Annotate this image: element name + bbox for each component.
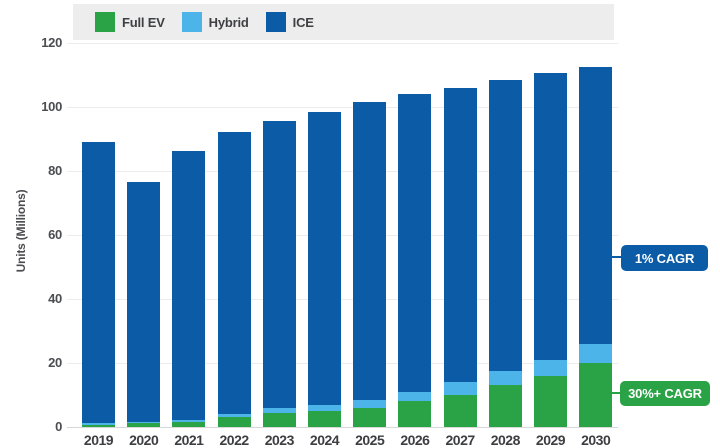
legend-item: Hybrid [181,12,249,32]
bar-segment-full-ev [127,423,161,427]
y-tick-label: 0 [55,419,62,434]
legend-swatch-hybrid [181,12,202,32]
y-tick-label: 80 [48,163,62,178]
bar-segment-full-ev [217,417,251,427]
x-tick-label: 2022 [219,432,250,448]
legend-item: ICE [265,12,314,32]
x-tick-label: 2027 [445,432,476,448]
ev-cagr-callout: 30%+ CAGR [620,381,710,406]
x-tick-label: 2023 [264,432,295,448]
x-tick-label: 2030 [581,432,611,448]
x-tick-label: 2021 [174,432,204,448]
bar-segment-ice [127,181,161,422]
x-tick-label: 2024 [309,432,340,448]
x-tick-label: 2025 [355,432,385,448]
bar-segment-full-ev [398,401,432,427]
legend-item-label: ICE [292,14,314,30]
x-tick-label: 2029 [535,432,566,448]
bar-segment-ice [308,111,341,405]
bar-segment-full-ev [82,424,115,427]
bar-segment-ice [443,87,477,383]
bar-segment-hybrid [579,343,613,363]
bar-segment-ice [353,102,387,400]
ice-cagr-label: 1% CAGR [634,250,695,266]
bar-segment-hybrid [353,399,387,408]
ice-cagr-callout: 1% CAGR [621,245,708,271]
bar-segment-hybrid [82,423,115,425]
bar-segment-hybrid [308,404,341,411]
bar-segment-hybrid [262,407,296,413]
legend-swatch-ice [265,12,286,32]
y-tick-label: 100 [41,99,62,114]
bar-segment-hybrid [534,359,567,376]
legend-swatch-full-ev [95,12,115,32]
bar-segment-ice [217,131,251,414]
bar-segment-hybrid [127,421,161,424]
bar-segment-full-ev [488,385,522,427]
bar-segment-full-ev [443,395,477,427]
gridline-120 [67,43,618,44]
gridline-100 [67,107,618,108]
bar-segment-full-ev [534,375,567,427]
bar-segment-ice [579,67,613,344]
ice-cagr-connector [612,256,622,258]
bar-segment-hybrid [172,420,206,423]
gridline-20 [67,363,618,364]
bar-segment-full-ev [579,363,613,427]
bar-segment-full-ev [262,412,296,427]
x-tick-label: 2020 [129,432,159,448]
x-tick-label: 2019 [83,432,114,448]
bar-segment-ice [172,151,206,421]
x-tick-label: 2026 [400,432,430,448]
legend-item-label: Full EV [122,14,165,30]
legend-item-label: Hybrid [208,14,249,30]
legend-item: Full EV [95,12,165,32]
bar-segment-ice [82,141,115,424]
bar-segment-ice [534,73,567,360]
bar-segment-hybrid [443,382,477,395]
ev-cagr-connector [609,392,620,394]
bar-segment-ice [398,94,432,392]
y-tick-label: 20 [48,355,62,370]
y-tick-label: 40 [48,291,62,306]
x-tick-label: 2028 [490,432,521,448]
gridline-60 [67,235,618,236]
bar-segment-hybrid [217,413,251,418]
bar-segment-full-ev [172,422,206,427]
y-tick-label: 60 [48,227,62,242]
bar-segment-full-ev [308,411,341,427]
bar-segment-hybrid [488,371,522,386]
y-tick-label: 120 [41,35,62,50]
bar-segment-hybrid [398,391,432,402]
chart-legend: Full EV Hybrid ICE [73,4,614,40]
bar-segment-ice [262,121,296,408]
gridline-0 [67,427,618,428]
ev-cagr-label: 30%+ CAGR [628,386,702,401]
gridline-40 [67,299,618,300]
gridline-80 [67,171,618,172]
bar-segment-ice [488,79,522,371]
bar-segment-full-ev [353,407,387,427]
